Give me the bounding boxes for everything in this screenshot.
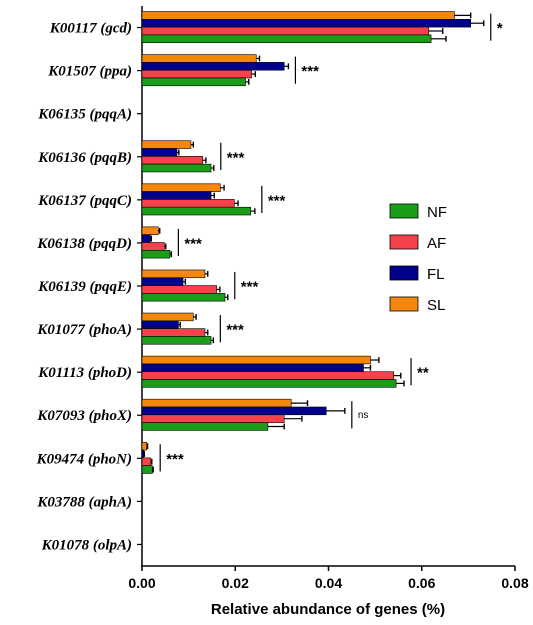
bar-fl — [141, 234, 151, 243]
bar-sl — [141, 355, 371, 365]
bar-nf — [141, 34, 432, 44]
y-category-label: K01078 (olpA) — [41, 537, 132, 553]
bar-fl — [141, 449, 145, 459]
y-category-label: K06138 (pqqD) — [36, 236, 132, 252]
bar-af — [141, 414, 285, 423]
legend: NF AF FL SL — [389, 203, 447, 314]
bar-af — [141, 242, 165, 251]
bar-sl — [141, 441, 147, 451]
bar-af — [141, 371, 395, 380]
significance-label: ns — [358, 410, 369, 421]
bar-nf — [141, 293, 226, 302]
x-axis-title: Relative abundance of genes (%) — [211, 601, 445, 618]
significance-label: *** — [226, 322, 244, 339]
legend-label-fl: FL — [427, 266, 445, 283]
bar-af — [141, 328, 206, 337]
x-tick-label: 0.02 — [222, 575, 249, 591]
x-tick-label: 0.00 — [128, 575, 155, 591]
significance-label: *** — [227, 149, 245, 166]
x-tick-label: 0.04 — [315, 575, 342, 591]
bar-fl — [141, 191, 212, 200]
bar-fl — [141, 148, 178, 157]
bar-sl — [141, 398, 292, 408]
legend-label-af: AF — [427, 235, 446, 252]
y-category-label: K06139 (pqqE) — [37, 279, 132, 295]
bar-nf — [141, 465, 153, 474]
y-category-label: K09474 (phoN) — [36, 451, 132, 467]
bar-sl — [141, 54, 257, 63]
bar-sl — [141, 269, 206, 279]
significance-label: *** — [268, 192, 286, 209]
legend-label-nf: NF — [427, 204, 447, 221]
significance-label: ** — [417, 365, 429, 382]
plot-area: 0.00 0.02 0.04 0.06 0.08 K00117 (gcd) * K01507 … — [36, 6, 529, 591]
y-category-label: K06137 (pqqC) — [37, 193, 132, 209]
x-tick-label: 0.08 — [501, 575, 528, 591]
y-category-label: K07093 (phoX) — [36, 408, 132, 424]
y-category-label: K01077 (phoA) — [36, 322, 132, 338]
legend-swatch-af — [389, 234, 419, 250]
x-tick-label: 0.06 — [408, 575, 435, 591]
bar-nf — [141, 422, 269, 431]
y-category-label: K06136 (pqqB) — [37, 150, 132, 166]
bar-nf — [141, 206, 251, 216]
y-category-label: K01507 (ppa) — [47, 64, 132, 80]
bar-fl — [141, 18, 472, 28]
bar-fl — [141, 62, 285, 71]
bar-fl — [141, 406, 327, 416]
legend-swatch-fl — [389, 265, 419, 281]
bar-nf — [141, 163, 212, 173]
bar-sl — [141, 11, 455, 20]
bar-af — [141, 457, 152, 466]
bar-af — [141, 156, 203, 165]
significance-label: *** — [184, 235, 202, 252]
bar-sl — [141, 312, 194, 322]
significance-label: *** — [166, 451, 184, 468]
bar-nf — [141, 249, 171, 259]
y-category-label: K00117 (gcd) — [49, 21, 132, 37]
bar-nf — [141, 336, 212, 345]
significance-label: *** — [301, 63, 319, 80]
bar-af — [141, 285, 217, 294]
bar-af — [141, 69, 252, 79]
legend-swatch-nf — [389, 203, 419, 219]
significance-label: *** — [241, 279, 259, 296]
bar-nf — [141, 379, 397, 388]
legend-swatch-sl — [389, 296, 419, 312]
y-category-label: K06135 (pqqA) — [37, 107, 132, 123]
legend-label-sl: SL — [427, 297, 445, 314]
y-category-label: K01113 (phoD) — [37, 365, 132, 381]
bar-fl — [141, 363, 364, 373]
bar-sl — [141, 140, 192, 149]
bar-sl — [141, 226, 159, 235]
bar-af — [141, 199, 235, 208]
bar-fl — [141, 277, 184, 286]
bar-fl — [141, 320, 179, 329]
bar-af — [141, 26, 430, 36]
significance-label: * — [497, 20, 503, 37]
bar-nf — [141, 77, 246, 87]
bar-sl — [141, 183, 221, 192]
y-category-label: K03788 (aphA) — [36, 494, 132, 510]
